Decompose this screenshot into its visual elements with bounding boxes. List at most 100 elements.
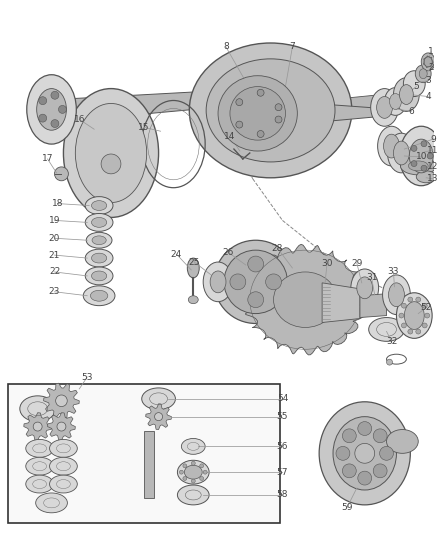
Ellipse shape bbox=[92, 236, 106, 245]
Ellipse shape bbox=[49, 439, 78, 457]
Text: 53: 53 bbox=[81, 373, 93, 382]
Text: 16: 16 bbox=[74, 115, 85, 124]
Ellipse shape bbox=[54, 167, 68, 181]
Ellipse shape bbox=[343, 429, 356, 443]
Text: 30: 30 bbox=[321, 259, 333, 268]
Text: 24: 24 bbox=[171, 249, 182, 259]
Text: 4: 4 bbox=[425, 92, 431, 101]
Ellipse shape bbox=[387, 359, 392, 365]
Ellipse shape bbox=[214, 240, 297, 324]
Ellipse shape bbox=[51, 119, 59, 127]
Ellipse shape bbox=[421, 141, 427, 147]
Ellipse shape bbox=[92, 217, 107, 227]
Ellipse shape bbox=[210, 271, 226, 293]
Ellipse shape bbox=[230, 274, 246, 290]
Ellipse shape bbox=[57, 422, 66, 431]
Ellipse shape bbox=[27, 75, 76, 144]
Ellipse shape bbox=[248, 256, 264, 272]
Ellipse shape bbox=[369, 318, 404, 341]
Ellipse shape bbox=[49, 475, 78, 493]
Ellipse shape bbox=[382, 275, 410, 314]
Ellipse shape bbox=[191, 479, 195, 483]
Ellipse shape bbox=[142, 388, 176, 410]
Ellipse shape bbox=[49, 457, 78, 475]
Ellipse shape bbox=[180, 470, 184, 474]
Ellipse shape bbox=[101, 154, 121, 174]
Text: 18: 18 bbox=[52, 199, 63, 208]
Ellipse shape bbox=[425, 313, 430, 318]
Ellipse shape bbox=[265, 274, 282, 290]
Ellipse shape bbox=[20, 396, 56, 422]
Text: 58: 58 bbox=[277, 490, 288, 499]
Text: 8: 8 bbox=[223, 43, 229, 52]
Ellipse shape bbox=[230, 86, 286, 140]
Ellipse shape bbox=[355, 443, 374, 463]
Ellipse shape bbox=[92, 253, 107, 263]
Polygon shape bbox=[74, 90, 238, 120]
Polygon shape bbox=[48, 413, 75, 440]
Ellipse shape bbox=[399, 126, 438, 185]
Ellipse shape bbox=[389, 283, 404, 306]
Text: 33: 33 bbox=[388, 268, 399, 277]
Ellipse shape bbox=[351, 269, 378, 306]
Ellipse shape bbox=[373, 464, 387, 478]
Ellipse shape bbox=[401, 303, 406, 308]
Text: 29: 29 bbox=[351, 259, 363, 268]
Ellipse shape bbox=[177, 485, 209, 505]
Ellipse shape bbox=[419, 69, 427, 79]
Ellipse shape bbox=[83, 286, 115, 305]
Ellipse shape bbox=[319, 402, 410, 505]
Ellipse shape bbox=[85, 197, 113, 214]
Text: 9: 9 bbox=[430, 135, 436, 143]
Ellipse shape bbox=[26, 439, 53, 457]
Ellipse shape bbox=[357, 277, 373, 298]
Ellipse shape bbox=[274, 272, 337, 327]
Ellipse shape bbox=[401, 323, 406, 328]
Ellipse shape bbox=[377, 96, 392, 118]
Text: 23: 23 bbox=[49, 287, 60, 296]
Ellipse shape bbox=[236, 121, 243, 128]
Text: 10: 10 bbox=[416, 152, 427, 161]
Text: 57: 57 bbox=[277, 467, 288, 477]
Text: 55: 55 bbox=[277, 412, 288, 421]
Ellipse shape bbox=[191, 461, 195, 465]
Text: 15: 15 bbox=[138, 123, 149, 132]
Ellipse shape bbox=[51, 91, 59, 99]
Ellipse shape bbox=[358, 471, 372, 485]
Text: 1: 1 bbox=[428, 47, 434, 56]
Ellipse shape bbox=[408, 161, 428, 171]
Ellipse shape bbox=[416, 171, 436, 183]
Ellipse shape bbox=[85, 214, 113, 231]
Ellipse shape bbox=[236, 99, 243, 106]
Ellipse shape bbox=[422, 323, 427, 328]
Text: 54: 54 bbox=[277, 394, 288, 403]
Ellipse shape bbox=[59, 106, 67, 114]
Text: 26: 26 bbox=[222, 248, 233, 256]
Ellipse shape bbox=[39, 96, 47, 104]
Ellipse shape bbox=[35, 493, 67, 513]
Text: 59: 59 bbox=[341, 503, 353, 512]
Text: 13: 13 bbox=[427, 174, 438, 183]
Ellipse shape bbox=[427, 153, 433, 159]
Ellipse shape bbox=[85, 249, 113, 267]
Ellipse shape bbox=[39, 114, 47, 122]
Ellipse shape bbox=[400, 157, 436, 175]
Bar bbox=[8, 384, 280, 523]
Ellipse shape bbox=[380, 447, 393, 461]
Text: 28: 28 bbox=[272, 244, 283, 253]
Ellipse shape bbox=[416, 329, 421, 334]
Ellipse shape bbox=[421, 165, 427, 171]
Text: 21: 21 bbox=[49, 251, 60, 260]
Ellipse shape bbox=[90, 290, 108, 301]
Ellipse shape bbox=[75, 103, 147, 203]
Ellipse shape bbox=[411, 146, 417, 151]
Ellipse shape bbox=[393, 141, 410, 165]
Polygon shape bbox=[44, 383, 79, 418]
Ellipse shape bbox=[183, 477, 187, 480]
Polygon shape bbox=[360, 294, 387, 318]
Ellipse shape bbox=[389, 94, 401, 109]
Ellipse shape bbox=[424, 57, 432, 67]
Ellipse shape bbox=[64, 88, 159, 217]
Ellipse shape bbox=[415, 65, 431, 83]
Ellipse shape bbox=[403, 71, 425, 96]
